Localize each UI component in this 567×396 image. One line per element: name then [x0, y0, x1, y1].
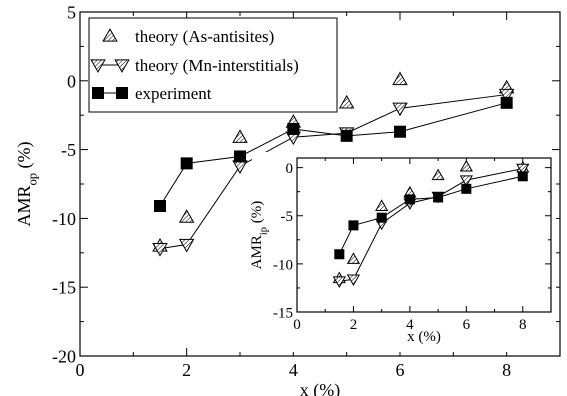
inset-data-point: [375, 199, 389, 211]
legend: theory (As-antisites) theory (Mn-intersti…: [88, 17, 338, 113]
inset-y-tick-label: -5: [281, 209, 294, 225]
inset-data-point: [334, 249, 345, 260]
main-data-point: [152, 242, 168, 257]
main-data-point: [180, 157, 193, 170]
inset-data-point: [376, 212, 387, 223]
main-x-tick-label: 6: [396, 360, 405, 380]
main-x-tick-label: 0: [76, 360, 85, 380]
main-x-tick-label: 8: [502, 360, 511, 380]
legend-marker: [92, 87, 104, 99]
main-data-point: [287, 122, 300, 135]
main-data-point: [392, 102, 408, 117]
legend-marker: [90, 59, 106, 73]
main-y-tick-label: -20: [52, 346, 76, 366]
main-data-point: [154, 200, 166, 213]
inset-x-tick-label: 8: [519, 317, 527, 333]
inset-x-tick-label: 6: [463, 317, 471, 333]
legend-marker: [114, 59, 130, 73]
inset-data-point: [517, 171, 528, 182]
main-y-tick-label: -15: [52, 278, 76, 298]
main-y-tick-label: 5: [67, 2, 76, 22]
main-data-point: [178, 238, 195, 253]
inset-data-point: [433, 192, 444, 203]
main-data-point: [392, 71, 408, 86]
main-data-point: [500, 96, 513, 109]
inset-data-point: [459, 175, 473, 187]
main-x-tick-label: 2: [182, 360, 191, 380]
inset-y-tick-label: -15: [273, 305, 293, 321]
main-data-point: [498, 88, 515, 103]
inset-x-tick-label: 2: [350, 317, 358, 333]
inset-plot: 0 2 4 6 8 -15 -10 -5 0 x (%) AMRip (%): [249, 152, 556, 352]
main-data-point: [338, 94, 355, 109]
legend-box: [88, 17, 338, 113]
inset-data-point: [346, 252, 361, 264]
legend-marker: [102, 28, 118, 42]
inset-data-point: [459, 159, 473, 172]
inset-x-axis-label: x (%): [407, 329, 441, 345]
inset-data-point: [461, 183, 472, 194]
main-y-tick-label: -5: [61, 140, 76, 160]
inset-x-tick-label: 0: [293, 317, 301, 333]
legend-label: experiment: [135, 84, 212, 103]
main-data-point: [178, 209, 195, 223]
main-y-tick-label: -10: [52, 209, 76, 229]
inset-data-point: [431, 168, 445, 181]
inset-y-tick-label: 0: [286, 161, 294, 177]
inset-y-tick-label: -10: [273, 257, 293, 273]
legend-marker: [116, 87, 128, 99]
inset-y-axis-label: AMRip (%): [249, 201, 269, 270]
inset-data-point: [404, 194, 415, 205]
inset-plot-frame: [296, 157, 552, 313]
main-data-point: [340, 129, 353, 142]
main-data-point: [394, 125, 406, 138]
main-y-axis-label: AMRop (%): [14, 141, 39, 226]
inset-data-point: [348, 220, 359, 231]
legend-label: theory (As-antisites): [135, 27, 274, 46]
main-y-tick-label: 0: [67, 71, 76, 91]
inset-x-tick-label: 4: [406, 317, 414, 333]
inset-data-point: [516, 163, 530, 176]
main-data-point: [234, 150, 246, 163]
inset-data-point: [346, 274, 361, 287]
main-data-point: [232, 129, 248, 143]
legend-label: theory (Mn-interstitials): [135, 56, 299, 75]
inset-data-point: [332, 276, 346, 288]
main-x-axis-label: x (%): [300, 380, 340, 396]
main-x-tick-label: 4: [289, 360, 298, 380]
